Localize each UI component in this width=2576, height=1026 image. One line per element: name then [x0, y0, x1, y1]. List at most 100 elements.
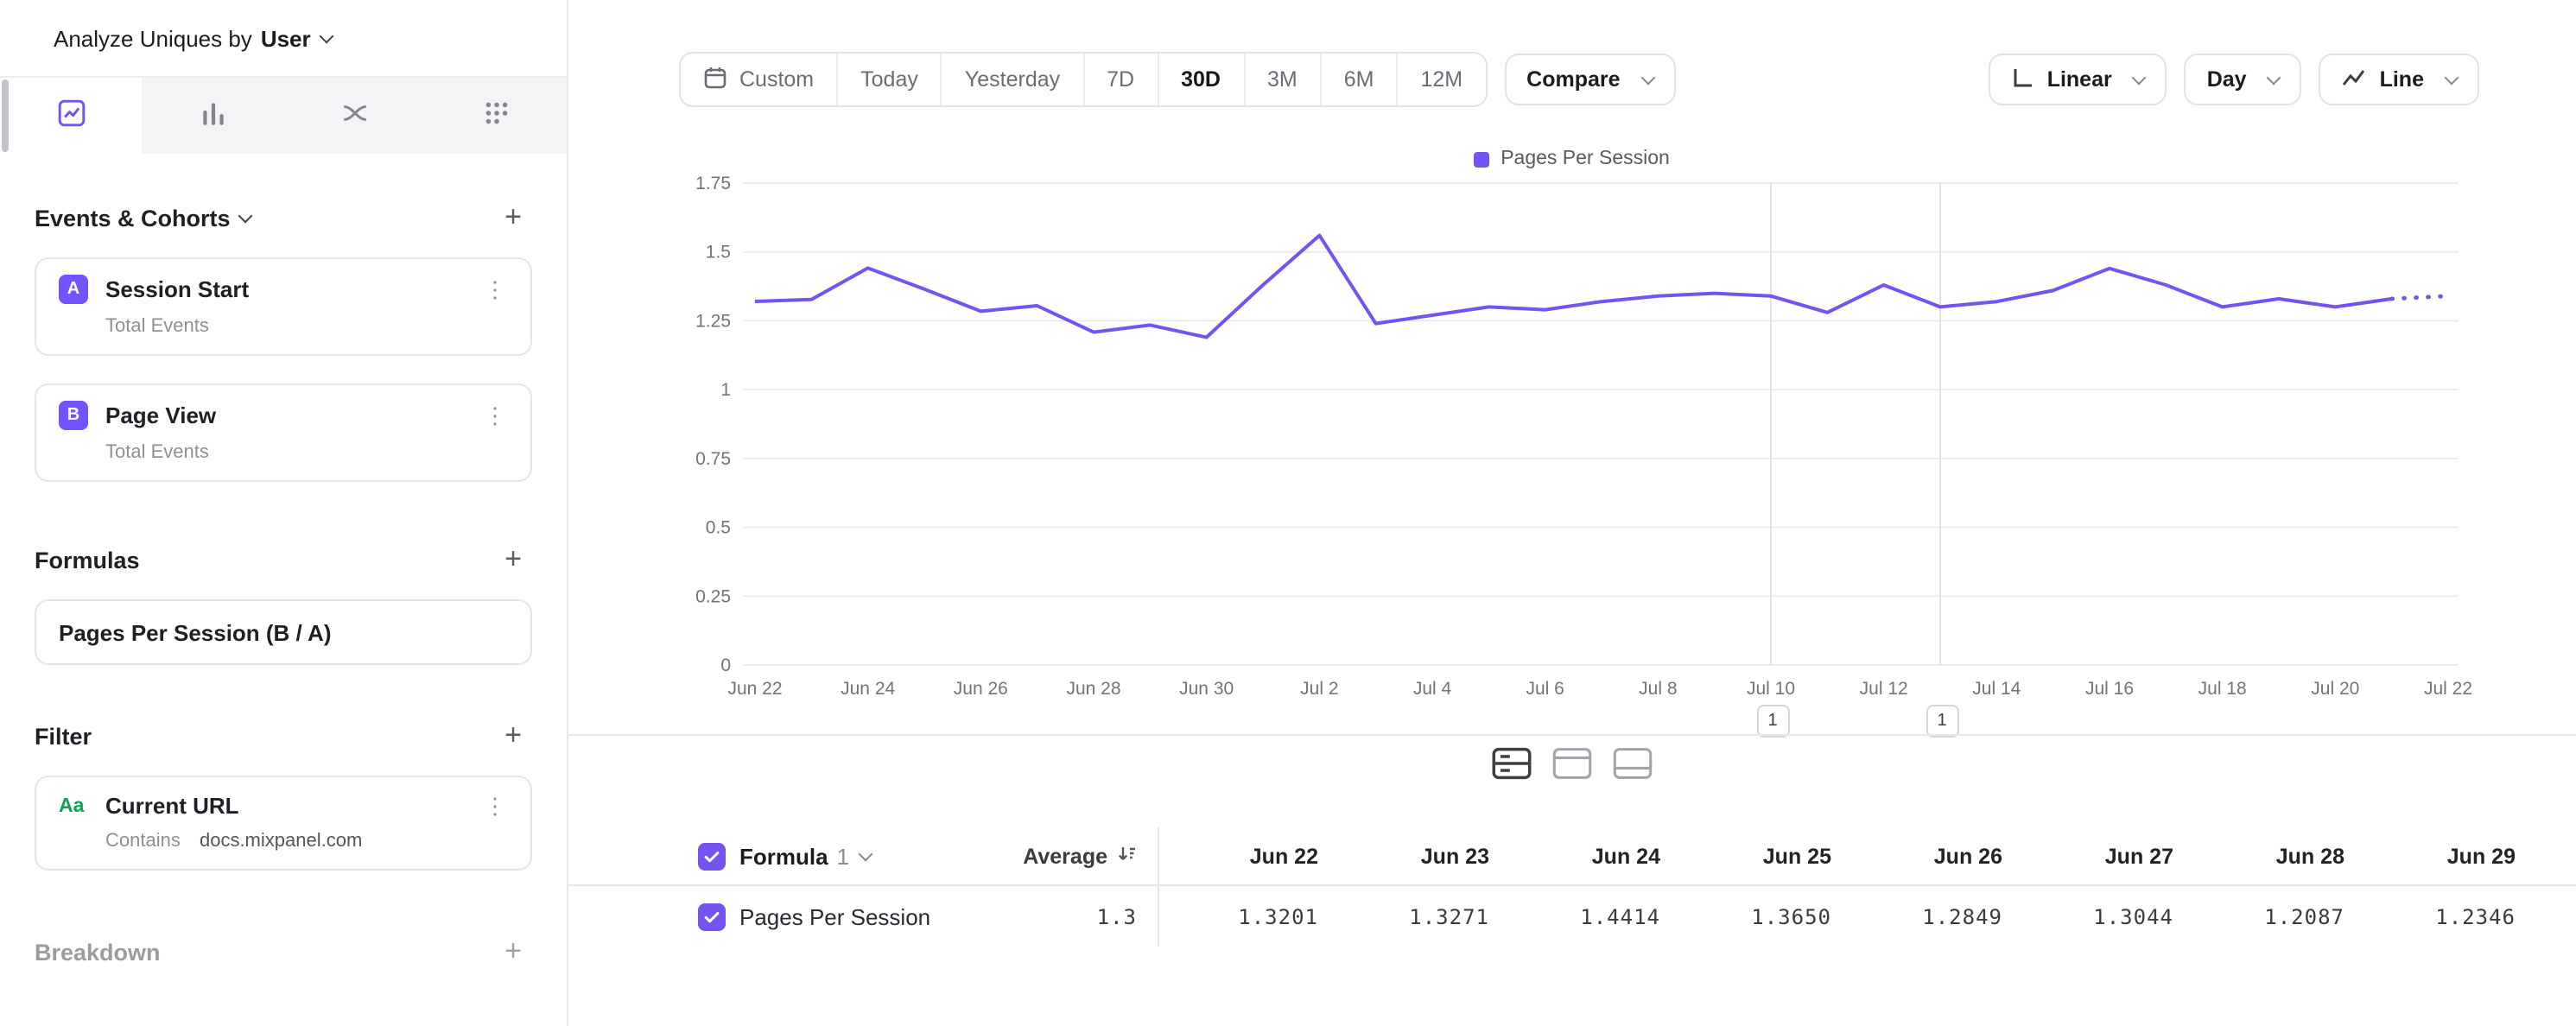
chart-focus-icon [1551, 748, 1592, 786]
column-header[interactable]: Jun 29 [2446, 844, 2516, 868]
chart-legend[interactable]: Pages Per Session [567, 149, 2576, 169]
sort-icon [1116, 843, 1137, 869]
scale-selector[interactable]: Linear [1988, 54, 2167, 105]
add-breakdown-button[interactable]: + [494, 933, 532, 971]
add-filter-button[interactable]: + [494, 717, 532, 755]
chart-type-selector[interactable]: Line [2319, 54, 2479, 105]
analyze-by-selector[interactable]: User [261, 25, 334, 51]
event-badge-a: A [59, 275, 88, 304]
x-tick-label: Jul 18 [2198, 679, 2247, 699]
line-chart-canvas[interactable]: 0 0.25 0.5 0.75 1 1.25 1.5 1.75 Jun 22 Jun 24 Jun … [567, 173, 2576, 746]
report-main: Custom Today Yesterday 7D 30D 3M 6M 12M … [567, 0, 2576, 1026]
filter-property[interactable]: Current URL [105, 793, 239, 819]
chevron-down-icon [2267, 70, 2282, 86]
formula-selector-label: Formula [739, 843, 828, 869]
date-column-headers: Jun 22 Jun 23 Jun 24 Jun 25 Jun 26 Jun 27 Jun … [1147, 827, 2516, 884]
x-tick-label: Jul 22 [2424, 679, 2472, 699]
range-30d[interactable]: 30D [1158, 54, 1245, 105]
event-a-title[interactable]: Session Start [105, 276, 250, 302]
add-formula-button[interactable]: + [494, 541, 532, 579]
range-7d[interactable]: 7D [1084, 54, 1159, 105]
event-card-a[interactable]: A Session Start ⋮ Total Events [35, 257, 532, 356]
select-all-checkbox[interactable] [698, 842, 726, 870]
formula-card[interactable]: Pages Per Session (B / A) [35, 599, 532, 665]
x-tick-label: Jul 10 [1747, 679, 1795, 699]
filter-menu-button[interactable]: ⋮ [480, 795, 510, 817]
chevron-down-icon [1640, 70, 1656, 86]
x-tick-label: Jun 22 [727, 679, 782, 699]
event-a-menu-button[interactable]: ⋮ [480, 278, 510, 301]
table-row[interactable]: Pages Per Session 1.3 1.3201 1.3271 1.4414… [567, 886, 2576, 948]
formula-selector-number: 1 [836, 843, 850, 869]
annotation-badge[interactable]: 1 [1926, 705, 1958, 738]
y-tick-label: 1.75 [695, 174, 731, 193]
column-header[interactable]: Jun 28 [2275, 844, 2344, 868]
range-yesterday[interactable]: Yesterday [942, 54, 1085, 105]
range-3m[interactable]: 3M [1245, 54, 1322, 105]
sidebar-scrollbar[interactable] [2, 79, 9, 152]
breakdown-section-header: Breakdown + [35, 933, 532, 971]
average-label: Average [1023, 844, 1107, 868]
range-custom[interactable]: Custom [681, 54, 839, 105]
add-event-button[interactable]: + [494, 199, 532, 237]
x-tick-label: Jul 20 [2311, 679, 2359, 699]
chart-toolbar: Custom Today Yesterday 7D 30D 3M 6M 12M … [679, 52, 2479, 107]
chevron-down-icon [238, 208, 254, 224]
sidebar-body: Events & Cohorts + A Session Start ⋮ Tot… [0, 199, 567, 971]
event-a-measure[interactable]: Total Events [105, 316, 209, 337]
event-b-title[interactable]: Page View [105, 402, 217, 428]
events-cohorts-header[interactable]: Events & Cohorts [35, 205, 254, 231]
series-line[interactable] [754, 233, 2392, 339]
y-tick-label: 1.25 [695, 311, 731, 331]
event-card-b[interactable]: B Page View ⋮ Total Events [35, 383, 532, 482]
frozen-column-divider [1158, 827, 1159, 947]
breakdown-header: Breakdown [35, 939, 161, 965]
filter-condition[interactable]: Contains docs.mixpanel.com [105, 831, 510, 852]
chart-table-divider [567, 734, 2576, 736]
compare-button[interactable]: Compare [1504, 54, 1676, 105]
interval-selector[interactable]: Day [2184, 54, 2302, 105]
layout-split-view-button[interactable] [1488, 744, 1533, 788]
column-header[interactable]: Jun 23 [1420, 844, 1489, 868]
table-header-row: Formula 1 Average Jun 22 Jun 23 Jun 24 Jun … [567, 827, 2576, 886]
range-12m[interactable]: 12M [1398, 54, 1486, 105]
tab-retention[interactable] [425, 78, 567, 154]
column-header[interactable]: Jun 26 [1933, 844, 2002, 868]
column-header[interactable]: Jun 24 [1591, 844, 1660, 868]
event-b-menu-button[interactable]: ⋮ [480, 404, 510, 427]
analyze-header: Analyze Uniques by User [0, 0, 567, 78]
column-header[interactable]: Jun 27 [2104, 844, 2173, 868]
filter-operator[interactable]: Contains [105, 831, 181, 852]
x-tick-label: Jun 24 [841, 679, 895, 699]
range-6m[interactable]: 6M [1321, 54, 1399, 105]
filter-value[interactable]: docs.mixpanel.com [199, 831, 363, 852]
formulas-title: Formulas [35, 547, 140, 573]
tab-flows[interactable] [283, 78, 425, 154]
layout-toggles [567, 744, 2576, 788]
layout-chart-focus-button[interactable] [1549, 744, 1594, 788]
value-cell: 1.2849 [1922, 905, 2002, 929]
formula-title[interactable]: Pages Per Session (B / A) [59, 619, 332, 645]
retention-grid-icon [481, 98, 511, 133]
line-chart[interactable]: 0 0.25 0.5 0.75 1 1.25 1.5 1.75 Jun 22 Jun 24 Jun … [567, 173, 2576, 746]
layout-table-focus-button[interactable] [1609, 744, 1654, 788]
annotation-badge[interactable]: 1 [1756, 705, 1789, 738]
x-tick-label: Jun 30 [1179, 679, 1234, 699]
tab-insights[interactable] [0, 78, 142, 154]
formulas-section-header: Formulas + [35, 541, 532, 579]
range-today[interactable]: Today [838, 54, 942, 105]
events-cohorts-title: Events & Cohorts [35, 205, 231, 231]
average-column-header[interactable]: Average [826, 827, 1137, 884]
chevron-down-icon [319, 28, 334, 44]
formula-selector[interactable]: Formula 1 [739, 843, 872, 869]
row-checkbox[interactable] [698, 903, 726, 931]
column-header[interactable]: Jun 22 [1249, 844, 1318, 868]
x-tick-label: Jul 14 [1972, 679, 2021, 699]
column-header[interactable]: Jun 25 [1762, 844, 1831, 868]
filter-card[interactable]: Aa Current URL ⋮ Contains docs.mixpanel.… [35, 776, 532, 871]
event-b-measure[interactable]: Total Events [105, 442, 209, 463]
tab-bar-chart[interactable] [142, 78, 283, 154]
row-series-label: Pages Per Session [739, 904, 931, 930]
split-view-icon [1490, 747, 1532, 786]
